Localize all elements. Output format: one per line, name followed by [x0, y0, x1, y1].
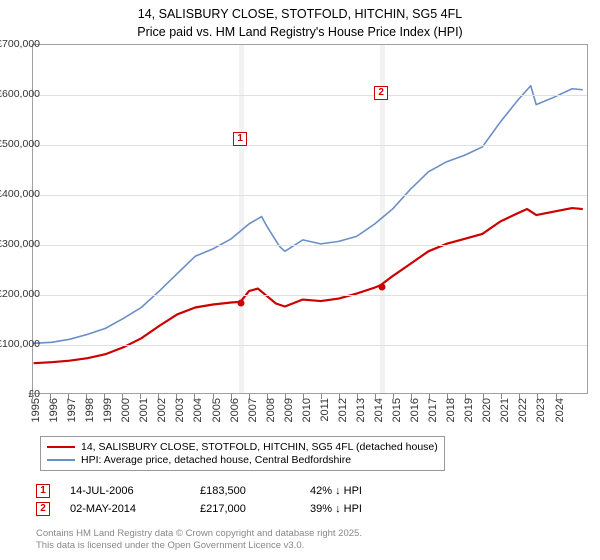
grid-line: [33, 345, 587, 346]
sales-row-price: £183,500: [200, 485, 290, 497]
sales-row: 1 14-JUL-2006 £183,500 42% ↓ HPI: [36, 484, 410, 498]
chart-plot-area: [32, 44, 588, 394]
x-tick-label: 2022: [517, 398, 529, 422]
x-tick-label: 1996: [48, 398, 60, 422]
legend-label: 14, SALISBURY CLOSE, STOTFOLD, HITCHIN, …: [81, 441, 438, 453]
x-tick-label: 2001: [138, 398, 150, 422]
grid-line: [33, 95, 587, 96]
title-line-2: Price paid vs. HM Land Registry's House …: [0, 24, 600, 42]
x-tick-label: 2010: [301, 398, 313, 422]
sales-row-marker: 2: [36, 502, 50, 516]
x-tick-label: 2019: [463, 398, 475, 422]
x-tick-label: 2002: [156, 398, 168, 422]
x-tick-label: 1997: [66, 398, 78, 422]
sales-row-marker: 1: [36, 484, 50, 498]
x-tick-label: 2013: [355, 398, 367, 422]
x-tick-label: 2008: [265, 398, 277, 422]
x-tick-label: 2016: [409, 398, 421, 422]
chart-container: 14, SALISBURY CLOSE, STOTFOLD, HITCHIN, …: [0, 0, 600, 560]
x-tick-label: 1999: [102, 398, 114, 422]
attribution: Contains HM Land Registry data © Crown c…: [36, 528, 362, 553]
x-tick-label: 2012: [337, 398, 349, 422]
grid-line: [33, 145, 587, 146]
legend-swatch: [47, 459, 75, 461]
y-tick-label: £700,000: [0, 38, 40, 50]
attribution-line-2: This data is licensed under the Open Gov…: [36, 540, 362, 552]
legend-label: HPI: Average price, detached house, Cent…: [81, 454, 351, 466]
sales-row-pct: 42% ↓ HPI: [310, 485, 410, 497]
y-tick-label: £300,000: [0, 238, 40, 250]
title-line-1: 14, SALISBURY CLOSE, STOTFOLD, HITCHIN, …: [0, 6, 600, 24]
grid-line: [33, 245, 587, 246]
x-tick-label: 2011: [319, 398, 331, 422]
x-tick-label: 2006: [229, 398, 241, 422]
sales-row-date: 14-JUL-2006: [70, 485, 180, 497]
sales-row-price: £217,000: [200, 503, 290, 515]
x-tick-label: 2024: [554, 398, 566, 422]
y-tick-label: £500,000: [0, 138, 40, 150]
x-tick-label: 2005: [211, 398, 223, 422]
sale-marker-2: 2: [374, 86, 388, 100]
title-block: 14, SALISBURY CLOSE, STOTFOLD, HITCHIN, …: [0, 0, 600, 41]
x-tick-label: 2018: [445, 398, 457, 422]
x-tick-label: 1995: [30, 398, 42, 422]
x-tick-label: 2015: [391, 398, 403, 422]
legend-swatch: [47, 446, 75, 448]
legend-item: HPI: Average price, detached house, Cent…: [47, 454, 438, 466]
y-tick-label: £600,000: [0, 88, 40, 100]
sales-row-pct: 39% ↓ HPI: [310, 503, 410, 515]
x-tick-label: 2023: [535, 398, 547, 422]
y-tick-label: £100,000: [0, 338, 40, 350]
x-tick-label: 1998: [84, 398, 96, 422]
y-tick-label: £200,000: [0, 288, 40, 300]
x-tick-label: 2009: [283, 398, 295, 422]
sale-point-1: [238, 300, 245, 307]
attribution-line-1: Contains HM Land Registry data © Crown c…: [36, 528, 362, 540]
x-tick-label: 2014: [373, 398, 385, 422]
x-tick-label: 2020: [481, 398, 493, 422]
chart-svg: [33, 45, 587, 393]
legend-item: 14, SALISBURY CLOSE, STOTFOLD, HITCHIN, …: [47, 441, 438, 453]
series-price_paid: [34, 208, 583, 363]
sale-point-2: [379, 283, 386, 290]
x-tick-label: 2004: [192, 398, 204, 422]
x-tick-label: 2017: [427, 398, 439, 422]
x-tick-label: 2021: [499, 398, 511, 422]
grid-line: [33, 195, 587, 196]
y-tick-label: £400,000: [0, 188, 40, 200]
sales-table: 1 14-JUL-2006 £183,500 42% ↓ HPI 2 02-MAY-201…: [36, 484, 410, 520]
x-tick-label: 2003: [174, 398, 186, 422]
sales-row: 2 02-MAY-2014 £217,000 39% ↓ HPI: [36, 502, 410, 516]
legend-box: 14, SALISBURY CLOSE, STOTFOLD, HITCHIN, …: [40, 436, 445, 471]
series-hpi: [34, 86, 583, 344]
x-tick-label: 2000: [120, 398, 132, 422]
sale-marker-1: 1: [233, 132, 247, 146]
x-tick-label: 2007: [247, 398, 259, 422]
grid-line: [33, 295, 587, 296]
sales-row-date: 02-MAY-2014: [70, 503, 180, 515]
